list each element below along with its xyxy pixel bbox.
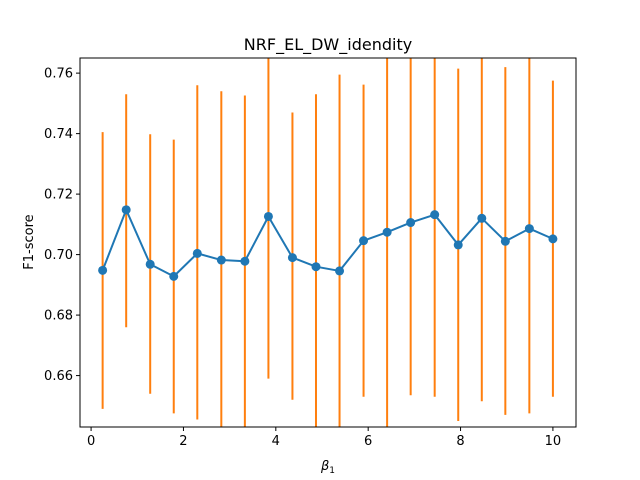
y-axis: 0.66 0.68 0.70 0.72 0.74 0.76 xyxy=(44,67,80,384)
data-point-13 xyxy=(406,218,416,228)
y-tick-label-3: 0.72 xyxy=(44,188,73,203)
data-point-19 xyxy=(548,234,558,244)
data-point-0 xyxy=(98,265,108,275)
data-point-1 xyxy=(121,205,131,215)
data-point-17 xyxy=(500,236,510,246)
x-tick-label-0: 0 xyxy=(87,434,95,449)
x-axis: 0 2 4 6 8 10 xyxy=(87,427,561,449)
data-point-3 xyxy=(169,271,179,281)
y-axis-label: F1-score xyxy=(22,214,37,269)
chart-title: NRF_EL_DW_idendity xyxy=(244,35,412,55)
data-point-5 xyxy=(216,255,226,265)
data-point-18 xyxy=(524,224,534,234)
data-point-15 xyxy=(453,240,463,250)
plot-frame xyxy=(79,57,577,428)
series-line-group xyxy=(101,208,554,278)
data-point-16 xyxy=(477,213,487,223)
x-tick-label-2: 4 xyxy=(272,434,280,449)
x-tick-label-3: 6 xyxy=(364,434,372,449)
data-point-8 xyxy=(287,253,297,263)
data-point-2 xyxy=(145,259,155,269)
series-line xyxy=(101,208,554,278)
x-axis-label-subscript: 1 xyxy=(329,466,335,476)
data-point-4 xyxy=(192,248,202,258)
y-tick-label-0: 0.66 xyxy=(44,369,73,384)
y-tick-label-5: 0.76 xyxy=(44,67,73,82)
x-tick-label-1: 2 xyxy=(179,434,187,449)
x-axis-label: β1 xyxy=(320,459,335,476)
y-tick-label-1: 0.68 xyxy=(44,309,73,324)
data-point-9 xyxy=(311,262,321,272)
y-tick-label-4: 0.74 xyxy=(44,127,73,142)
data-point-6 xyxy=(240,256,250,266)
data-point-12 xyxy=(382,227,392,237)
markers xyxy=(98,205,558,281)
x-axis-label-main: β xyxy=(320,459,329,474)
data-point-11 xyxy=(359,236,369,246)
data-point-7 xyxy=(263,211,273,221)
y-tick-label-2: 0.70 xyxy=(44,248,73,263)
data-point-10 xyxy=(335,266,345,276)
x-tick-label-4: 8 xyxy=(456,434,464,449)
x-tick-label-5: 10 xyxy=(545,434,562,449)
data-point-14 xyxy=(430,210,440,220)
